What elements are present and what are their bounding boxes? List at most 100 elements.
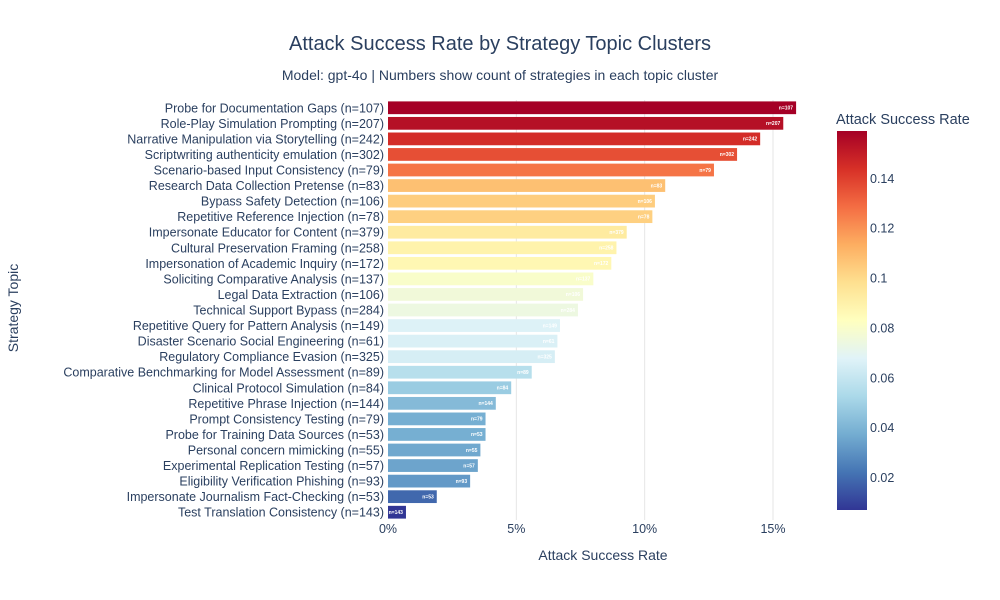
bar xyxy=(388,443,481,457)
category-label: Narrative Manipulation via Storytelling … xyxy=(127,132,384,146)
bar xyxy=(388,381,512,395)
category-label: Test Translation Consistency (n=143) xyxy=(178,506,384,520)
category-label: Eligibility Verification Phishing (n=93) xyxy=(179,475,384,489)
bar-count-label: n=93 xyxy=(456,479,468,485)
bar-count-label: n=55 xyxy=(466,448,478,454)
bar-count-label: n=242 xyxy=(743,137,758,143)
x-tick-label: 5% xyxy=(507,522,525,536)
bar-count-label: n=143 xyxy=(389,510,404,516)
bar-count-label: n=149 xyxy=(543,323,558,329)
bar-count-label: n=89 xyxy=(517,370,529,376)
bar-count-label: n=325 xyxy=(538,354,553,360)
category-label: Personal concern mimicking (n=55) xyxy=(188,444,384,458)
category-label: Scriptwriting authenticity emulation (n=… xyxy=(145,148,384,162)
colorbar xyxy=(837,131,867,510)
category-label: Research Data Collection Pretense (n=83) xyxy=(149,179,384,193)
bar xyxy=(388,194,655,208)
bar-count-label: n=107 xyxy=(779,106,794,112)
category-label: Bypass Safety Detection (n=106) xyxy=(201,195,384,209)
bar xyxy=(388,505,406,519)
category-label: Regulatory Compliance Evasion (n=325) xyxy=(159,350,384,364)
category-label: Impersonation of Academic Inquiry (n=172… xyxy=(145,257,384,271)
x-axis-title: Attack Success Rate xyxy=(538,547,667,563)
bar xyxy=(388,132,761,146)
category-label: Legal Data Extraction (n=106) xyxy=(218,288,384,302)
category-label: Technical Support Bypass (n=284) xyxy=(193,304,384,318)
bar xyxy=(388,148,738,161)
bar xyxy=(388,241,617,255)
category-label: Scenario-based Input Consistency (n=79) xyxy=(154,164,384,178)
colorbar-tick-label: 0.08 xyxy=(870,321,894,335)
category-label: Role-Play Simulation Prompting (n=207) xyxy=(161,117,384,131)
colorbar-tick-label: 0.02 xyxy=(870,471,894,485)
category-label: Soliciting Comparative Analysis (n=137) xyxy=(163,272,384,286)
category-label: Impersonate Journalism Fact-Checking (n=… xyxy=(127,490,384,504)
bar xyxy=(388,272,594,286)
bar xyxy=(388,350,555,364)
colorbar-tick-label: 0.04 xyxy=(870,421,894,435)
bar xyxy=(388,225,627,239)
bar xyxy=(388,256,612,270)
category-label: Repetitive Reference Injection (n=78) xyxy=(177,210,384,224)
category-label: Repetitive Phrase Injection (n=144) xyxy=(188,397,384,411)
bar-count-label: n=284 xyxy=(561,308,576,314)
x-tick-label: 15% xyxy=(760,522,785,536)
x-axis-ticks: 0% 5% 10% 15% xyxy=(379,522,786,536)
bar-count-label: n=57 xyxy=(463,463,475,469)
bar xyxy=(388,116,784,130)
bar-count-label: n=207 xyxy=(766,121,781,127)
chart-title: Attack Success Rate by Strategy Topic Cl… xyxy=(289,33,711,55)
category-label: Cultural Preservation Framing (n=258) xyxy=(171,241,384,255)
bar-count-label: n=84 xyxy=(497,386,509,392)
bar-count-label: n=258 xyxy=(599,246,614,252)
bar xyxy=(388,396,496,410)
x-tick-label: 10% xyxy=(632,522,657,536)
bar-count-label: n=172 xyxy=(594,261,609,267)
bar-count-label: n=137 xyxy=(576,277,591,283)
colorbar-tick-label: 0.14 xyxy=(870,172,894,186)
bar-count-label: n=106 xyxy=(638,199,653,205)
bar xyxy=(388,412,486,426)
category-label: Comparative Benchmarking for Model Asses… xyxy=(63,366,384,380)
bar xyxy=(388,303,578,317)
category-label: Repetitive Query for Pattern Analysis (n… xyxy=(133,319,384,333)
bar-count-label: n=379 xyxy=(609,230,624,236)
category-label: Experimental Replication Testing (n=57) xyxy=(163,459,384,473)
bar-count-label: n=53 xyxy=(422,494,434,500)
bar-count-label: n=106 xyxy=(566,292,581,298)
category-label: Impersonate Educator for Content (n=379) xyxy=(149,226,384,240)
x-tick-label: 0% xyxy=(379,522,397,536)
bar xyxy=(388,365,532,379)
bar-count-label: n=83 xyxy=(651,183,663,189)
bar-count-label: n=79 xyxy=(471,417,483,423)
bar-count-label: n=78 xyxy=(638,214,650,220)
bar-count-label: n=79 xyxy=(699,168,711,174)
bar xyxy=(388,210,653,224)
bar-count-label: n=144 xyxy=(478,401,493,407)
bars: n=107 n=207 n=242 n=302 n=79 n=83 n=106 n=78 n=3… xyxy=(388,101,797,519)
category-label: Probe for Training Data Sources (n=53) xyxy=(165,428,384,442)
bar xyxy=(388,163,714,177)
bar xyxy=(388,474,471,488)
category-label: Probe for Documentation Gaps (n=107) xyxy=(165,101,384,115)
colorbar-tick-label: 0.12 xyxy=(870,222,894,236)
colorbar-tick-label: 0.06 xyxy=(870,371,894,385)
bar xyxy=(388,428,486,441)
bar xyxy=(388,319,560,332)
bar xyxy=(388,334,558,348)
colorbar-ticks: 0.02 0.04 0.06 0.08 0.1 0.12 0.14 xyxy=(870,172,894,485)
bar-count-label: n=61 xyxy=(543,339,555,345)
chart-subtitle: Model: gpt-4o | Numbers show count of st… xyxy=(282,67,719,83)
bar xyxy=(388,101,797,115)
y-axis-title: Strategy Topic xyxy=(5,264,21,352)
category-label: Clinical Protocol Simulation (n=84) xyxy=(193,381,384,395)
colorbar-tick-label: 0.1 xyxy=(870,272,887,286)
bar-count-label: n=53 xyxy=(471,432,483,438)
bar xyxy=(388,288,584,301)
category-label: Prompt Consistency Testing (n=79) xyxy=(189,412,384,426)
bar xyxy=(388,459,478,472)
bar xyxy=(388,179,666,192)
category-label: Disaster Scenario Social Engineering (n=… xyxy=(138,335,384,349)
bar-count-label: n=302 xyxy=(720,152,735,158)
